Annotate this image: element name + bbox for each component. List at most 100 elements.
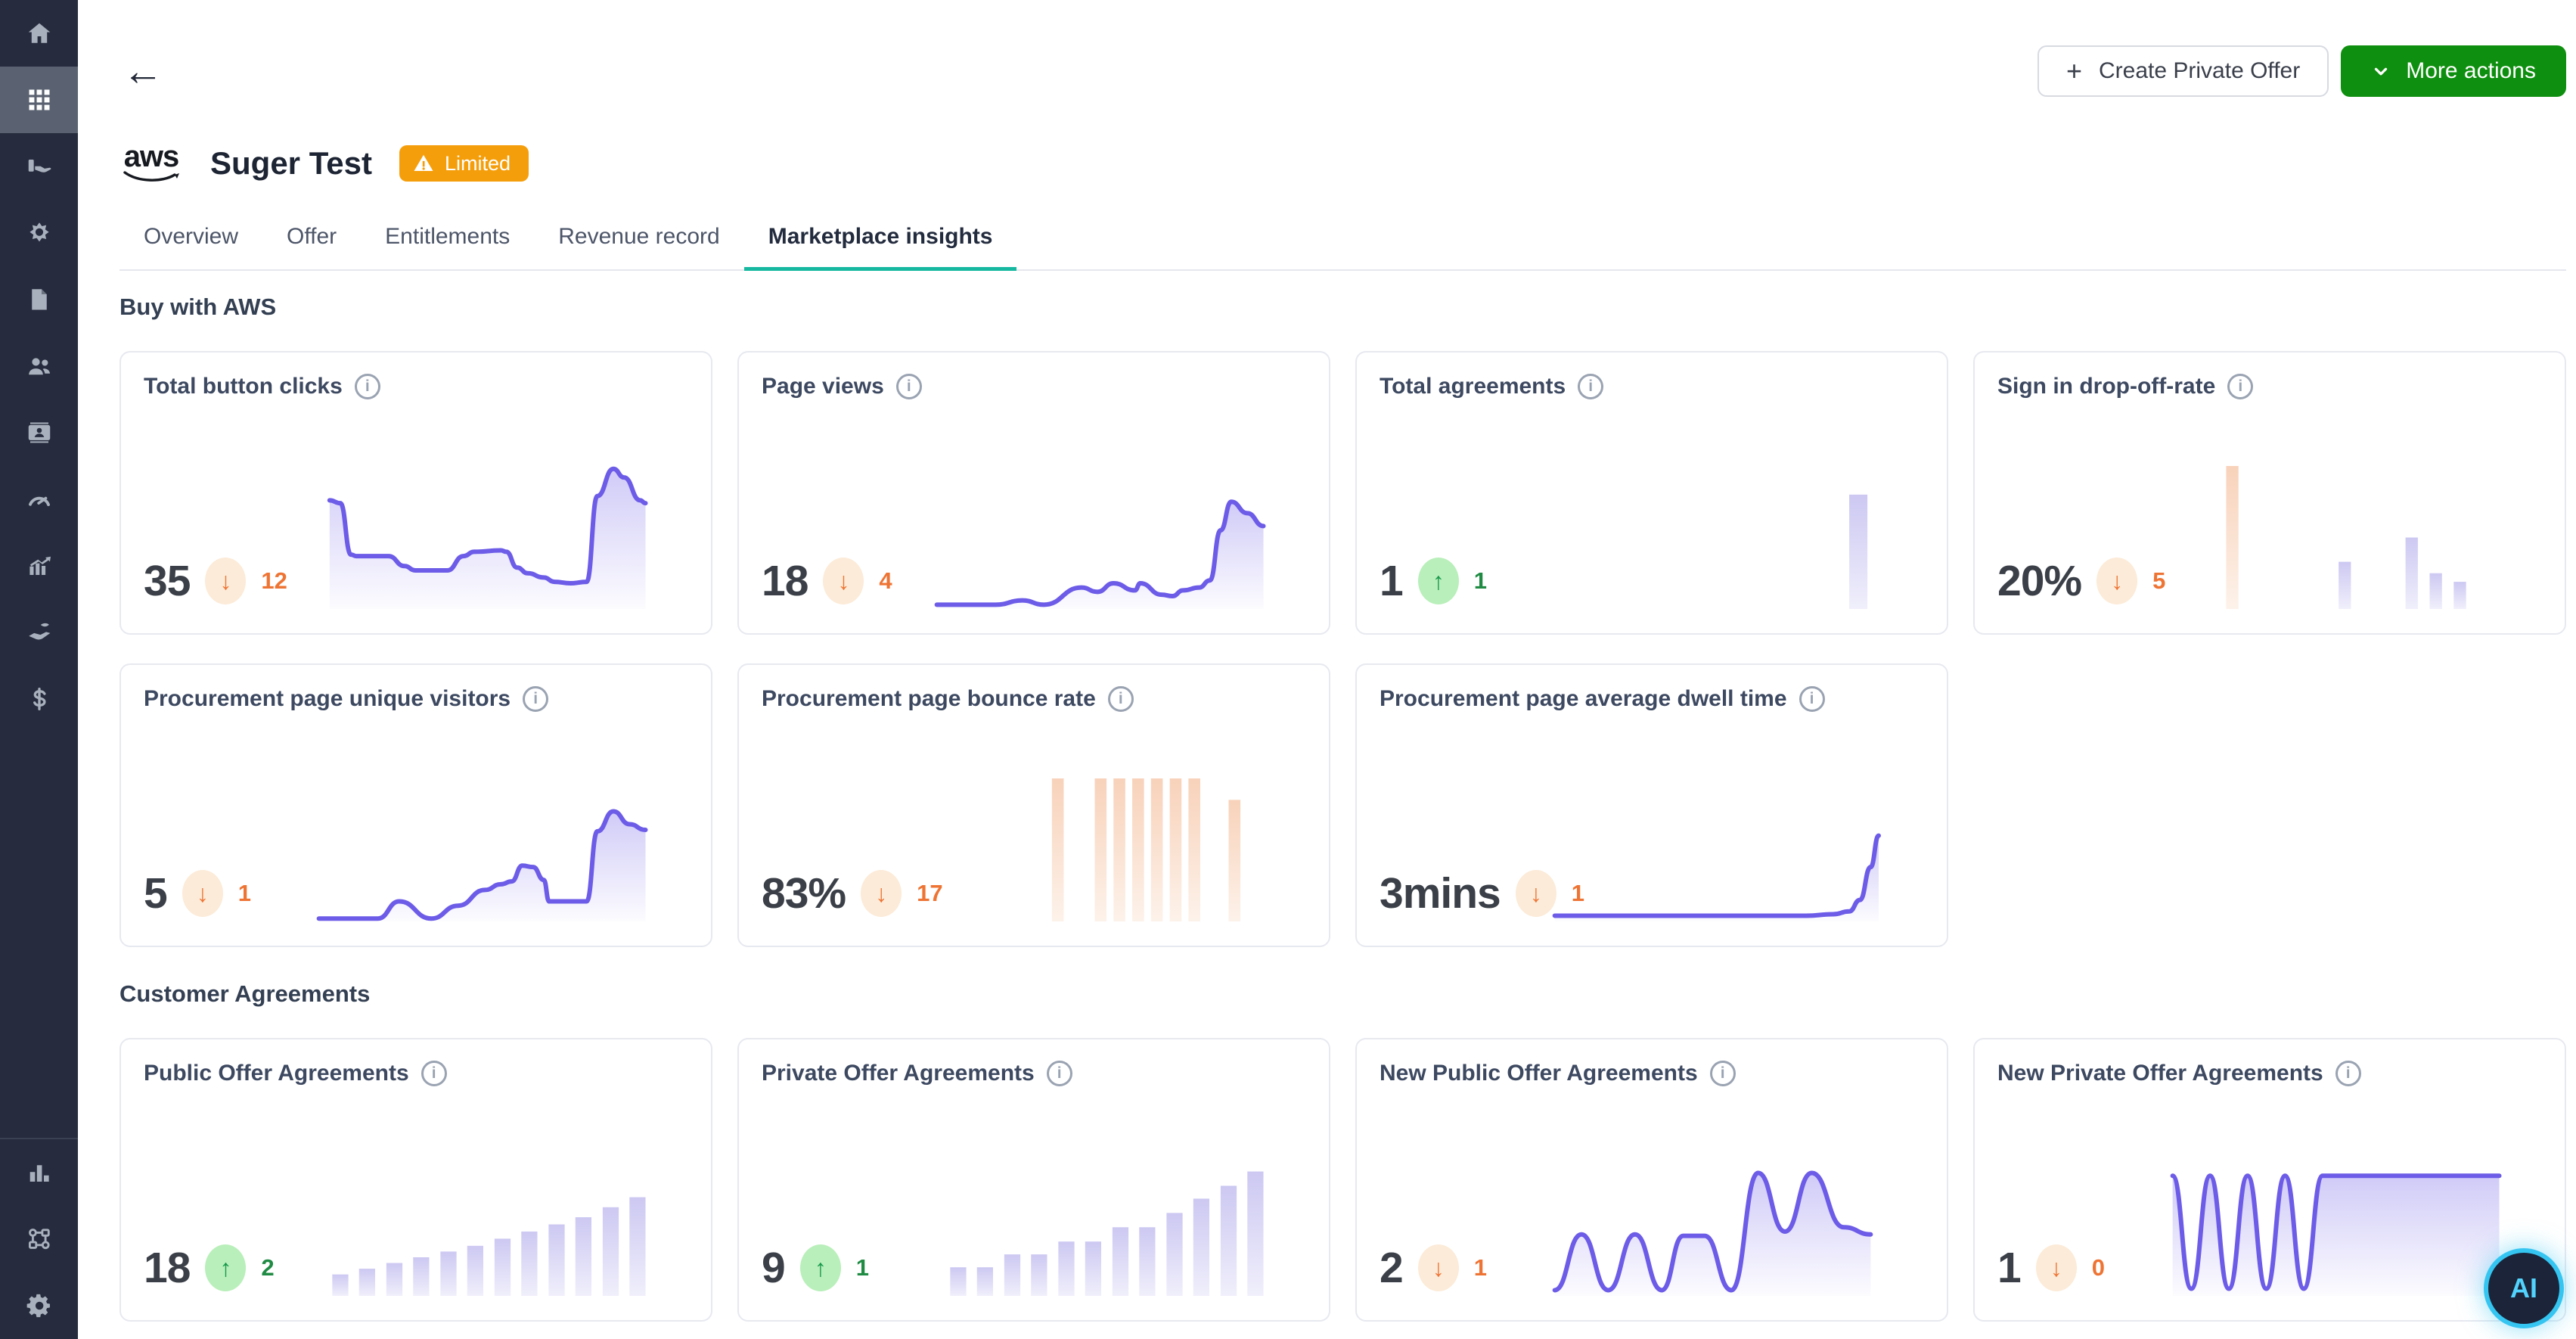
metric-card-new-private-offer-agreements: New Private Offer Agreements i 1 ↓ 0: [1973, 1038, 2566, 1322]
sidebar: [0, 0, 78, 1339]
bar-sparkline: [1051, 778, 1241, 921]
sidebar-item-home[interactable]: [0, 0, 78, 67]
metric-value: 3mins: [1380, 869, 1501, 918]
tab-entitlements[interactable]: Entitlements: [385, 224, 511, 249]
sidebar-item-billing[interactable]: [0, 666, 78, 732]
info-icon[interactable]: i: [354, 374, 380, 399]
sidebar-item-marketplace[interactable]: [0, 200, 78, 266]
tab-offer[interactable]: Offer: [287, 224, 337, 249]
trend-down-icon: ↓: [823, 558, 864, 604]
aws-smile-icon: [123, 171, 179, 182]
card-title: Page views: [762, 374, 884, 399]
card-title: Procurement page unique visitors: [144, 686, 511, 711]
section-title-buy-with-aws: Buy with AWS: [119, 294, 277, 320]
info-icon[interactable]: i: [2335, 1061, 2361, 1086]
metric-card-sign-in-drop-off-rate: Sign in drop-off-rate i 20% ↓ 5: [1973, 351, 2566, 635]
sidebar-item-offers[interactable]: [0, 133, 78, 200]
listing-title-row: aws Suger Test Limited: [119, 139, 2566, 188]
back-button[interactable]: ←: [119, 51, 166, 92]
info-icon[interactable]: i: [421, 1061, 447, 1086]
bar-chart-icon: [26, 1159, 53, 1186]
metric-value: 1: [1997, 1244, 2022, 1292]
trend-down-icon: ↓: [2096, 558, 2138, 604]
metric-value: 1: [1380, 557, 1404, 605]
sidebar-item-settings[interactable]: [0, 1272, 78, 1339]
metric-delta: 5: [2152, 567, 2166, 594]
metric-value: 2: [1380, 1244, 1404, 1292]
value-row: 1 ↓ 0: [1997, 1243, 2105, 1293]
value-row: 3mins ↓ 1: [1380, 868, 1584, 918]
document-icon: [26, 286, 53, 313]
plus-icon: +: [2065, 55, 2083, 86]
metric-delta: 1: [1571, 880, 1584, 906]
chevron-down-icon: [2371, 61, 2391, 81]
page-title: Suger Test: [210, 145, 372, 181]
sidebar-item-contacts[interactable]: [0, 399, 78, 466]
metric-delta: 12: [261, 567, 287, 594]
tab-marketplace-insights[interactable]: Marketplace insights: [743, 224, 1017, 271]
status-badge-label: Limited: [444, 151, 511, 175]
more-actions-button[interactable]: More actions: [2341, 45, 2566, 97]
main-content: ← + Create Private Offer More actions aw…: [78, 0, 2576, 1339]
metric-delta: 0: [2091, 1254, 2105, 1281]
metric-delta: 4: [879, 567, 892, 594]
tab-bar: Overview Offer Entitlements Revenue record M…: [119, 224, 2566, 271]
metric-value: 20%: [1997, 557, 2082, 605]
info-icon[interactable]: i: [2227, 374, 2254, 399]
sidebar-bottom-nav: [0, 1139, 78, 1339]
sidebar-item-reports[interactable]: [0, 1139, 78, 1206]
header-actions: + Create Private Offer More actions: [2037, 45, 2566, 97]
bar-sparkline: [2226, 466, 2466, 609]
metric-delta: 1: [1473, 1254, 1487, 1281]
tab-revenue-record[interactable]: Revenue record: [558, 224, 720, 249]
sidebar-item-listings[interactable]: [0, 67, 78, 133]
warning-icon: [414, 154, 433, 171]
metric-value: 18: [762, 557, 808, 605]
trend-down-icon: ↓: [2035, 1244, 2077, 1291]
sidebar-item-dashboard[interactable]: [0, 466, 78, 533]
info-icon[interactable]: i: [1107, 686, 1134, 712]
trend-chart-icon: [26, 552, 53, 579]
metric-card-procurement-page-unique-visitors: Procurement page unique visitors i 5 ↓ 1: [119, 663, 712, 947]
sidebar-item-analytics[interactable]: [0, 533, 78, 599]
gear-icon: [26, 1292, 53, 1319]
trend-down-icon: ↓: [205, 558, 247, 604]
trend-down-icon: ↓: [861, 870, 902, 917]
info-icon[interactable]: i: [1578, 374, 1604, 399]
ai-assistant-button[interactable]: AI: [2484, 1248, 2564, 1328]
dollar-icon: [26, 685, 53, 713]
value-row: 5 ↓ 1: [144, 868, 251, 918]
card-title: Total button clicks: [144, 374, 343, 399]
metric-value: 35: [144, 557, 191, 605]
info-icon[interactable]: i: [895, 374, 922, 399]
metric-card-new-public-offer-agreements: New Public Offer Agreements i 2 ↓ 1: [1355, 1038, 1948, 1322]
create-private-offer-button[interactable]: + Create Private Offer: [2037, 45, 2329, 97]
info-icon[interactable]: i: [523, 686, 549, 712]
aws-logo: aws: [119, 141, 183, 184]
trend-up-icon: ↑: [205, 1244, 247, 1291]
trend-down-icon: ↓: [1417, 1244, 1459, 1291]
value-row: 20% ↓ 5: [1997, 556, 2165, 606]
sidebar-item-partners[interactable]: [0, 599, 78, 666]
id-card-icon: [26, 419, 53, 446]
card-title: Sign in drop-off-rate: [1997, 374, 2216, 399]
info-icon[interactable]: i: [1709, 1061, 1736, 1086]
metric-card-private-offer-agreements: Private Offer Agreements i 9 ↑ 1: [737, 1038, 1330, 1322]
status-badge: Limited: [399, 145, 529, 182]
topbar: ← + Create Private Offer More actions: [119, 44, 2566, 98]
card-title: New Private Offer Agreements: [1997, 1061, 2323, 1086]
info-icon[interactable]: i: [1799, 686, 1825, 712]
sidebar-item-workflows[interactable]: [0, 1206, 78, 1272]
trend-down-icon: ↓: [1515, 870, 1556, 917]
tab-overview[interactable]: Overview: [144, 224, 239, 249]
home-icon: [26, 20, 53, 47]
sidebar-item-documents[interactable]: [0, 266, 78, 333]
info-icon[interactable]: i: [1046, 1061, 1072, 1086]
metric-card-procurement-page-bounce-rate: Procurement page bounce rate i 83% ↓ 17: [737, 663, 1330, 947]
gauge-icon: [26, 486, 53, 513]
sidebar-item-customers[interactable]: [0, 333, 78, 399]
value-row: 9 ↑ 1: [762, 1243, 869, 1293]
sections: Buy with AWS Total button clicks i 35 ↓ …: [119, 294, 2566, 1322]
value-row: 83% ↓ 17: [762, 868, 943, 918]
